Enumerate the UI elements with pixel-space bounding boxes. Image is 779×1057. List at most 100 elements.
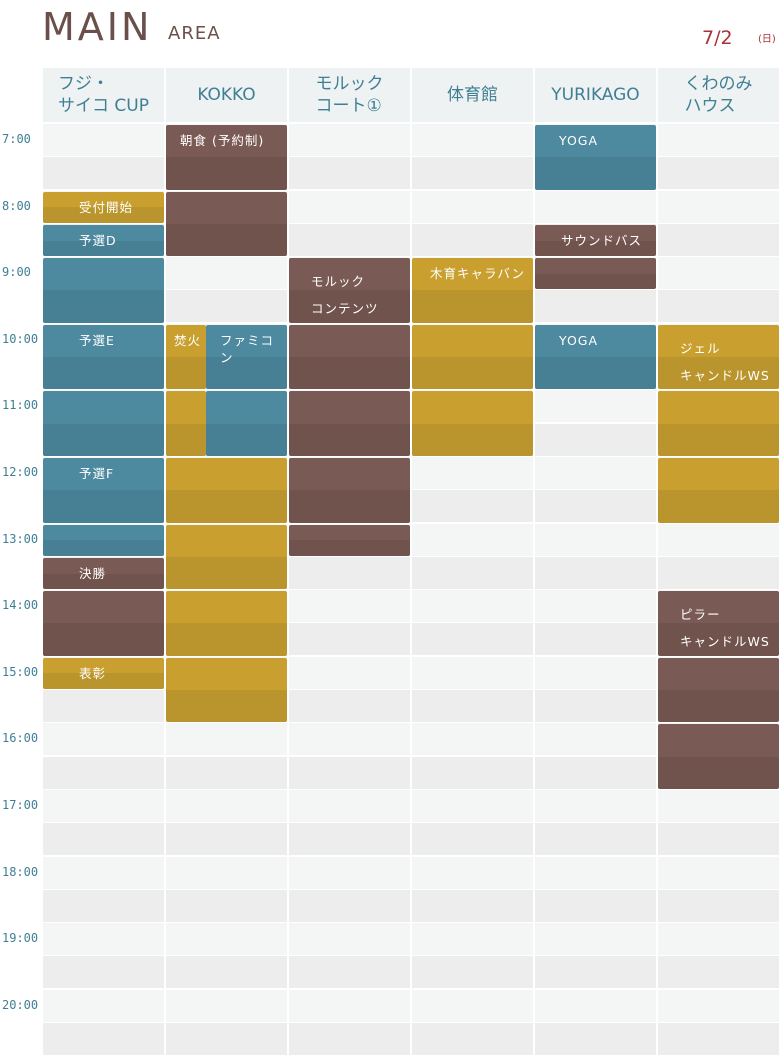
- grid-cell: [535, 723, 656, 756]
- grid-cell: [289, 723, 410, 756]
- schedule-event[interactable]: [43, 258, 164, 323]
- schedule-event[interactable]: [166, 458, 287, 523]
- grid-cell: [412, 190, 533, 223]
- schedule-event[interactable]: YOGA: [535, 324, 656, 390]
- schedule-event[interactable]: [289, 324, 410, 390]
- schedule-event[interactable]: [166, 657, 287, 723]
- event-shade: [289, 290, 410, 323]
- schedule-event[interactable]: YOGA: [535, 125, 656, 190]
- grid-cell: [412, 556, 533, 589]
- event-shade: [166, 623, 287, 656]
- schedule-event[interactable]: [412, 324, 533, 390]
- schedule-event[interactable]: 焚火: [166, 324, 206, 390]
- grid-cell: [535, 690, 656, 723]
- grid-cell: [412, 723, 533, 756]
- event-shade: [535, 157, 656, 190]
- grid-cell: [166, 723, 287, 756]
- schedule-event[interactable]: 朝食 (予約制): [166, 125, 287, 190]
- event-shade: [166, 690, 287, 723]
- event-shade: [166, 556, 287, 590]
- event-shade: [43, 290, 164, 323]
- schedule-event[interactable]: [43, 591, 164, 656]
- grid-cell: [412, 157, 533, 190]
- schedule-event[interactable]: 受付開始: [43, 191, 164, 223]
- event-shade: [658, 690, 779, 723]
- schedule-event[interactable]: 予選D: [43, 224, 164, 257]
- grid-cell: [412, 989, 533, 1022]
- schedule-event[interactable]: サウンドバス: [535, 224, 656, 257]
- event-shade: [43, 423, 164, 456]
- grid-cell: [43, 856, 164, 889]
- schedule-event[interactable]: [166, 591, 287, 656]
- schedule-event[interactable]: [535, 258, 656, 290]
- schedule-event[interactable]: 予選F: [43, 458, 164, 523]
- schedule-event[interactable]: [206, 391, 287, 456]
- grid-cell: [166, 1023, 287, 1056]
- schedule-event[interactable]: [658, 458, 779, 523]
- event-label: 表彰: [79, 665, 107, 681]
- event-shade: [289, 490, 410, 523]
- grid-cell: [43, 790, 164, 822]
- schedule-event[interactable]: 木育キャラバン: [412, 258, 533, 323]
- grid-cell: [535, 190, 656, 223]
- event-shade: [535, 240, 656, 257]
- grid-cell: [43, 756, 164, 789]
- schedule-event[interactable]: モルック コンテンツ: [289, 258, 410, 323]
- grid-cell: [289, 856, 410, 889]
- event-label: YOGA: [559, 133, 599, 148]
- schedule-event[interactable]: ピラー キャンドルWS: [658, 591, 779, 656]
- time-label: 16:00: [2, 731, 39, 746]
- grid-cell: [535, 923, 656, 956]
- schedule-event[interactable]: [43, 524, 164, 556]
- event-shade: [658, 756, 779, 789]
- column-headers: フジ・ サイコ CUP KOKKO モルック コート① 体育館 YURIKAGO くわのみ…: [0, 68, 779, 124]
- grid-cell: [289, 790, 410, 822]
- hour-row: 17:00: [0, 790, 779, 857]
- schedule-event[interactable]: [289, 391, 410, 456]
- grid-cell: [535, 290, 656, 323]
- event-shade: [658, 423, 779, 456]
- grid-cell: [535, 623, 656, 656]
- grid-cell: [658, 223, 779, 256]
- hour-row: 19:00: [0, 923, 779, 990]
- grid-cell: [166, 989, 287, 1022]
- time-label: 13:00: [2, 531, 39, 546]
- event-shade: [43, 673, 164, 690]
- schedule-event[interactable]: 予選E: [43, 324, 164, 390]
- grid-cell: [535, 390, 656, 423]
- column-header: フジ・ サイコ CUP: [43, 68, 164, 122]
- schedule-event[interactable]: [412, 391, 533, 456]
- schedule-event[interactable]: [289, 458, 410, 523]
- time-label: 18:00: [2, 864, 39, 879]
- schedule-event[interactable]: [658, 724, 779, 789]
- schedule-event[interactable]: [166, 391, 206, 456]
- schedule-event[interactable]: 決勝: [43, 557, 164, 590]
- schedule-event[interactable]: [658, 657, 779, 723]
- event-shade: [412, 357, 533, 390]
- event-shade: [206, 357, 287, 390]
- grid-cell: [412, 623, 533, 656]
- grid-cell: [412, 124, 533, 156]
- grid-cell: [658, 856, 779, 889]
- schedule-event[interactable]: [166, 524, 287, 590]
- schedule-event[interactable]: ファミコン: [206, 324, 287, 390]
- schedule-event[interactable]: 表彰: [43, 657, 164, 690]
- grid-cell: [535, 1023, 656, 1056]
- time-label: 19:00: [2, 931, 39, 946]
- schedule-event[interactable]: [166, 191, 287, 257]
- schedule-event[interactable]: [289, 524, 410, 556]
- grid-cell: [289, 190, 410, 223]
- event-label: 予選F: [79, 466, 115, 481]
- event-shade: [43, 240, 164, 257]
- time-label: 10:00: [2, 331, 39, 346]
- grid-cell: [412, 690, 533, 723]
- grid-cell: [166, 889, 287, 922]
- time-label: 14:00: [2, 598, 39, 613]
- grid-cell: [289, 823, 410, 856]
- event-shade: [166, 223, 287, 257]
- schedule-event[interactable]: [658, 391, 779, 456]
- schedule-event[interactable]: [43, 391, 164, 456]
- grid-cell: [412, 656, 533, 689]
- schedule-event[interactable]: ジェル キャンドルWS: [658, 324, 779, 390]
- page-header: MAIN AREA 7/2 (日): [0, 0, 779, 66]
